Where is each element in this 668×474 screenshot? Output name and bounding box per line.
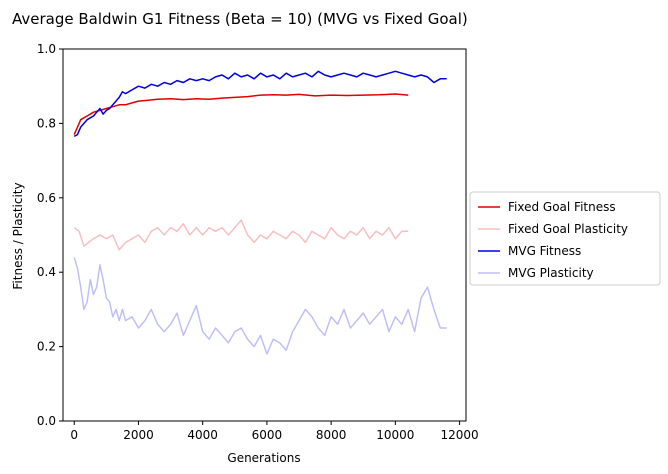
x-tick-label: 8000 <box>316 428 347 442</box>
x-tick-label: 10000 <box>376 428 414 442</box>
y-tick-label: 0.0 <box>37 414 56 428</box>
series-line-4 <box>73 257 447 355</box>
legend-label: Fixed Goal Plasticity <box>508 222 628 236</box>
y-tick-label: 0.8 <box>37 116 56 130</box>
y-axis-label: Fitness / Plasticity <box>11 182 25 289</box>
plot-area <box>62 48 467 422</box>
x-tick-label: 0 <box>70 428 78 442</box>
legend-label: Fixed Goal Fitness <box>508 200 616 214</box>
series-line-3 <box>73 70 447 138</box>
x-axis-ticks: 0 2000 4000 6000 8000 10000 12000 <box>70 421 479 442</box>
x-tick-label: 2000 <box>123 428 154 442</box>
x-tick-label: 12000 <box>440 428 478 442</box>
x-tick-label: 6000 <box>252 428 283 442</box>
chart-title: Average Baldwin G1 Fitness (Beta = 10) (… <box>12 10 468 28</box>
series-line-2 <box>73 219 409 251</box>
legend-label: MVG Fitness <box>508 244 581 258</box>
y-tick-label: 0.6 <box>37 191 56 205</box>
y-axis-ticks: 0.0 0.2 0.4 0.6 0.8 1.0 <box>37 42 63 428</box>
y-tick-label: 0.4 <box>37 265 56 279</box>
legend: Fixed Goal Fitness Fixed Goal Plasticity M… <box>469 191 661 286</box>
x-tick-label: 4000 <box>187 428 218 442</box>
y-tick-label: 0.2 <box>37 340 56 354</box>
x-axis-label: Generations <box>227 451 300 465</box>
series-line-1 <box>73 93 409 135</box>
series-lines <box>73 70 447 355</box>
y-tick-label: 1.0 <box>37 42 56 56</box>
legend-label: MVG Plasticity <box>508 266 594 280</box>
plot-frame <box>62 48 467 422</box>
legend-box <box>469 191 661 286</box>
